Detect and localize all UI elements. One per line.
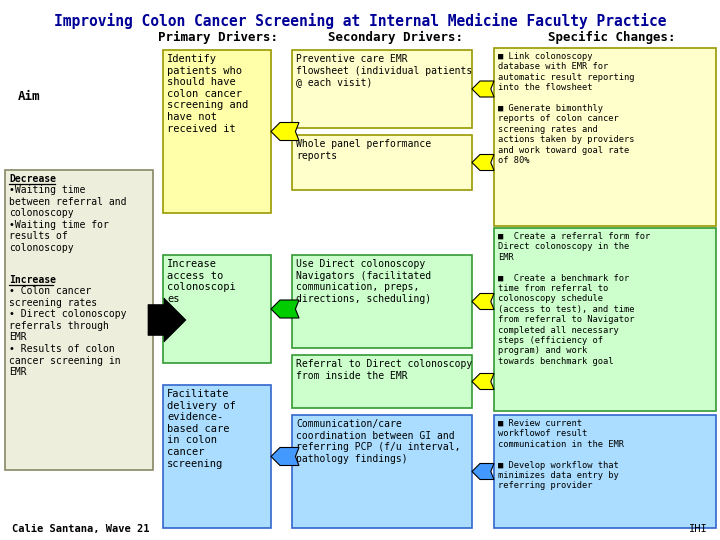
FancyBboxPatch shape: [163, 385, 271, 528]
Text: Identify
patients who
should have
colon cancer
screening and
have not
received i: Identify patients who should have colon …: [167, 54, 248, 133]
Text: Preventive care EMR
flowsheet (individual patients
@ each visit): Preventive care EMR flowsheet (individua…: [296, 54, 472, 87]
Text: ■ Link colonoscopy
database with EMR for
automatic result reporting
into the flo: ■ Link colonoscopy database with EMR for…: [498, 52, 634, 165]
Text: IHI: IHI: [689, 524, 708, 534]
Polygon shape: [472, 374, 494, 389]
FancyBboxPatch shape: [494, 48, 716, 226]
FancyBboxPatch shape: [163, 50, 271, 213]
FancyBboxPatch shape: [292, 135, 472, 190]
Text: Improving Colon Cancer Screening at Internal Medicine Faculty Practice: Improving Colon Cancer Screening at Inte…: [54, 13, 666, 29]
Text: Specific Changes:: Specific Changes:: [548, 31, 676, 44]
Text: Whole panel performance
reports: Whole panel performance reports: [296, 139, 431, 160]
Polygon shape: [271, 300, 299, 318]
Text: Aim: Aim: [18, 90, 40, 103]
Text: Use Direct colonoscopy
Navigators (facilitated
communication, preps,
directions,: Use Direct colonoscopy Navigators (facil…: [296, 259, 431, 304]
Polygon shape: [472, 294, 494, 309]
FancyBboxPatch shape: [292, 50, 472, 128]
Text: Calie Santana, Wave 21: Calie Santana, Wave 21: [12, 524, 150, 534]
Polygon shape: [271, 448, 299, 465]
Text: •Waiting time
between referral and
colonoscopy
•Waiting time for
results of
colo: •Waiting time between referral and colon…: [9, 185, 127, 253]
Text: Primary Drivers:: Primary Drivers:: [158, 31, 278, 44]
FancyBboxPatch shape: [494, 228, 716, 411]
Text: Secondary Drivers:: Secondary Drivers:: [328, 31, 462, 44]
Text: Referral to Direct colonoscopy
from inside the EMR: Referral to Direct colonoscopy from insi…: [296, 359, 472, 381]
Text: Facilitate
delivery of
evidence-
based care
in colon
cancer
screening: Facilitate delivery of evidence- based c…: [167, 389, 235, 469]
Text: ■ Review current
workflowof result
communication in the EMR

■ Develop workflow : ■ Review current workflowof result commu…: [498, 419, 624, 490]
Polygon shape: [148, 298, 186, 342]
FancyBboxPatch shape: [292, 355, 472, 408]
Polygon shape: [472, 463, 494, 480]
FancyBboxPatch shape: [292, 255, 472, 348]
FancyBboxPatch shape: [163, 255, 271, 363]
Text: • Colon cancer
screening rates
• Direct colonoscopy
referrals through
EMR
• Resu: • Colon cancer screening rates • Direct …: [9, 286, 127, 377]
Polygon shape: [472, 154, 494, 171]
FancyBboxPatch shape: [292, 415, 472, 528]
Text: Increase
access to
colonoscopi
es: Increase access to colonoscopi es: [167, 259, 235, 304]
Text: Decrease: Decrease: [9, 174, 56, 184]
Text: Communication/care
coordination between GI and
referring PCP (f/u interval,
path: Communication/care coordination between …: [296, 419, 461, 464]
Text: Increase: Increase: [9, 275, 56, 285]
FancyBboxPatch shape: [5, 170, 153, 470]
Polygon shape: [472, 81, 494, 97]
Text: ■  Create a referral form for
Direct colonoscopy in the
EMR

■  Create a benchma: ■ Create a referral form for Direct colo…: [498, 232, 650, 366]
Polygon shape: [271, 123, 299, 140]
FancyBboxPatch shape: [494, 415, 716, 528]
